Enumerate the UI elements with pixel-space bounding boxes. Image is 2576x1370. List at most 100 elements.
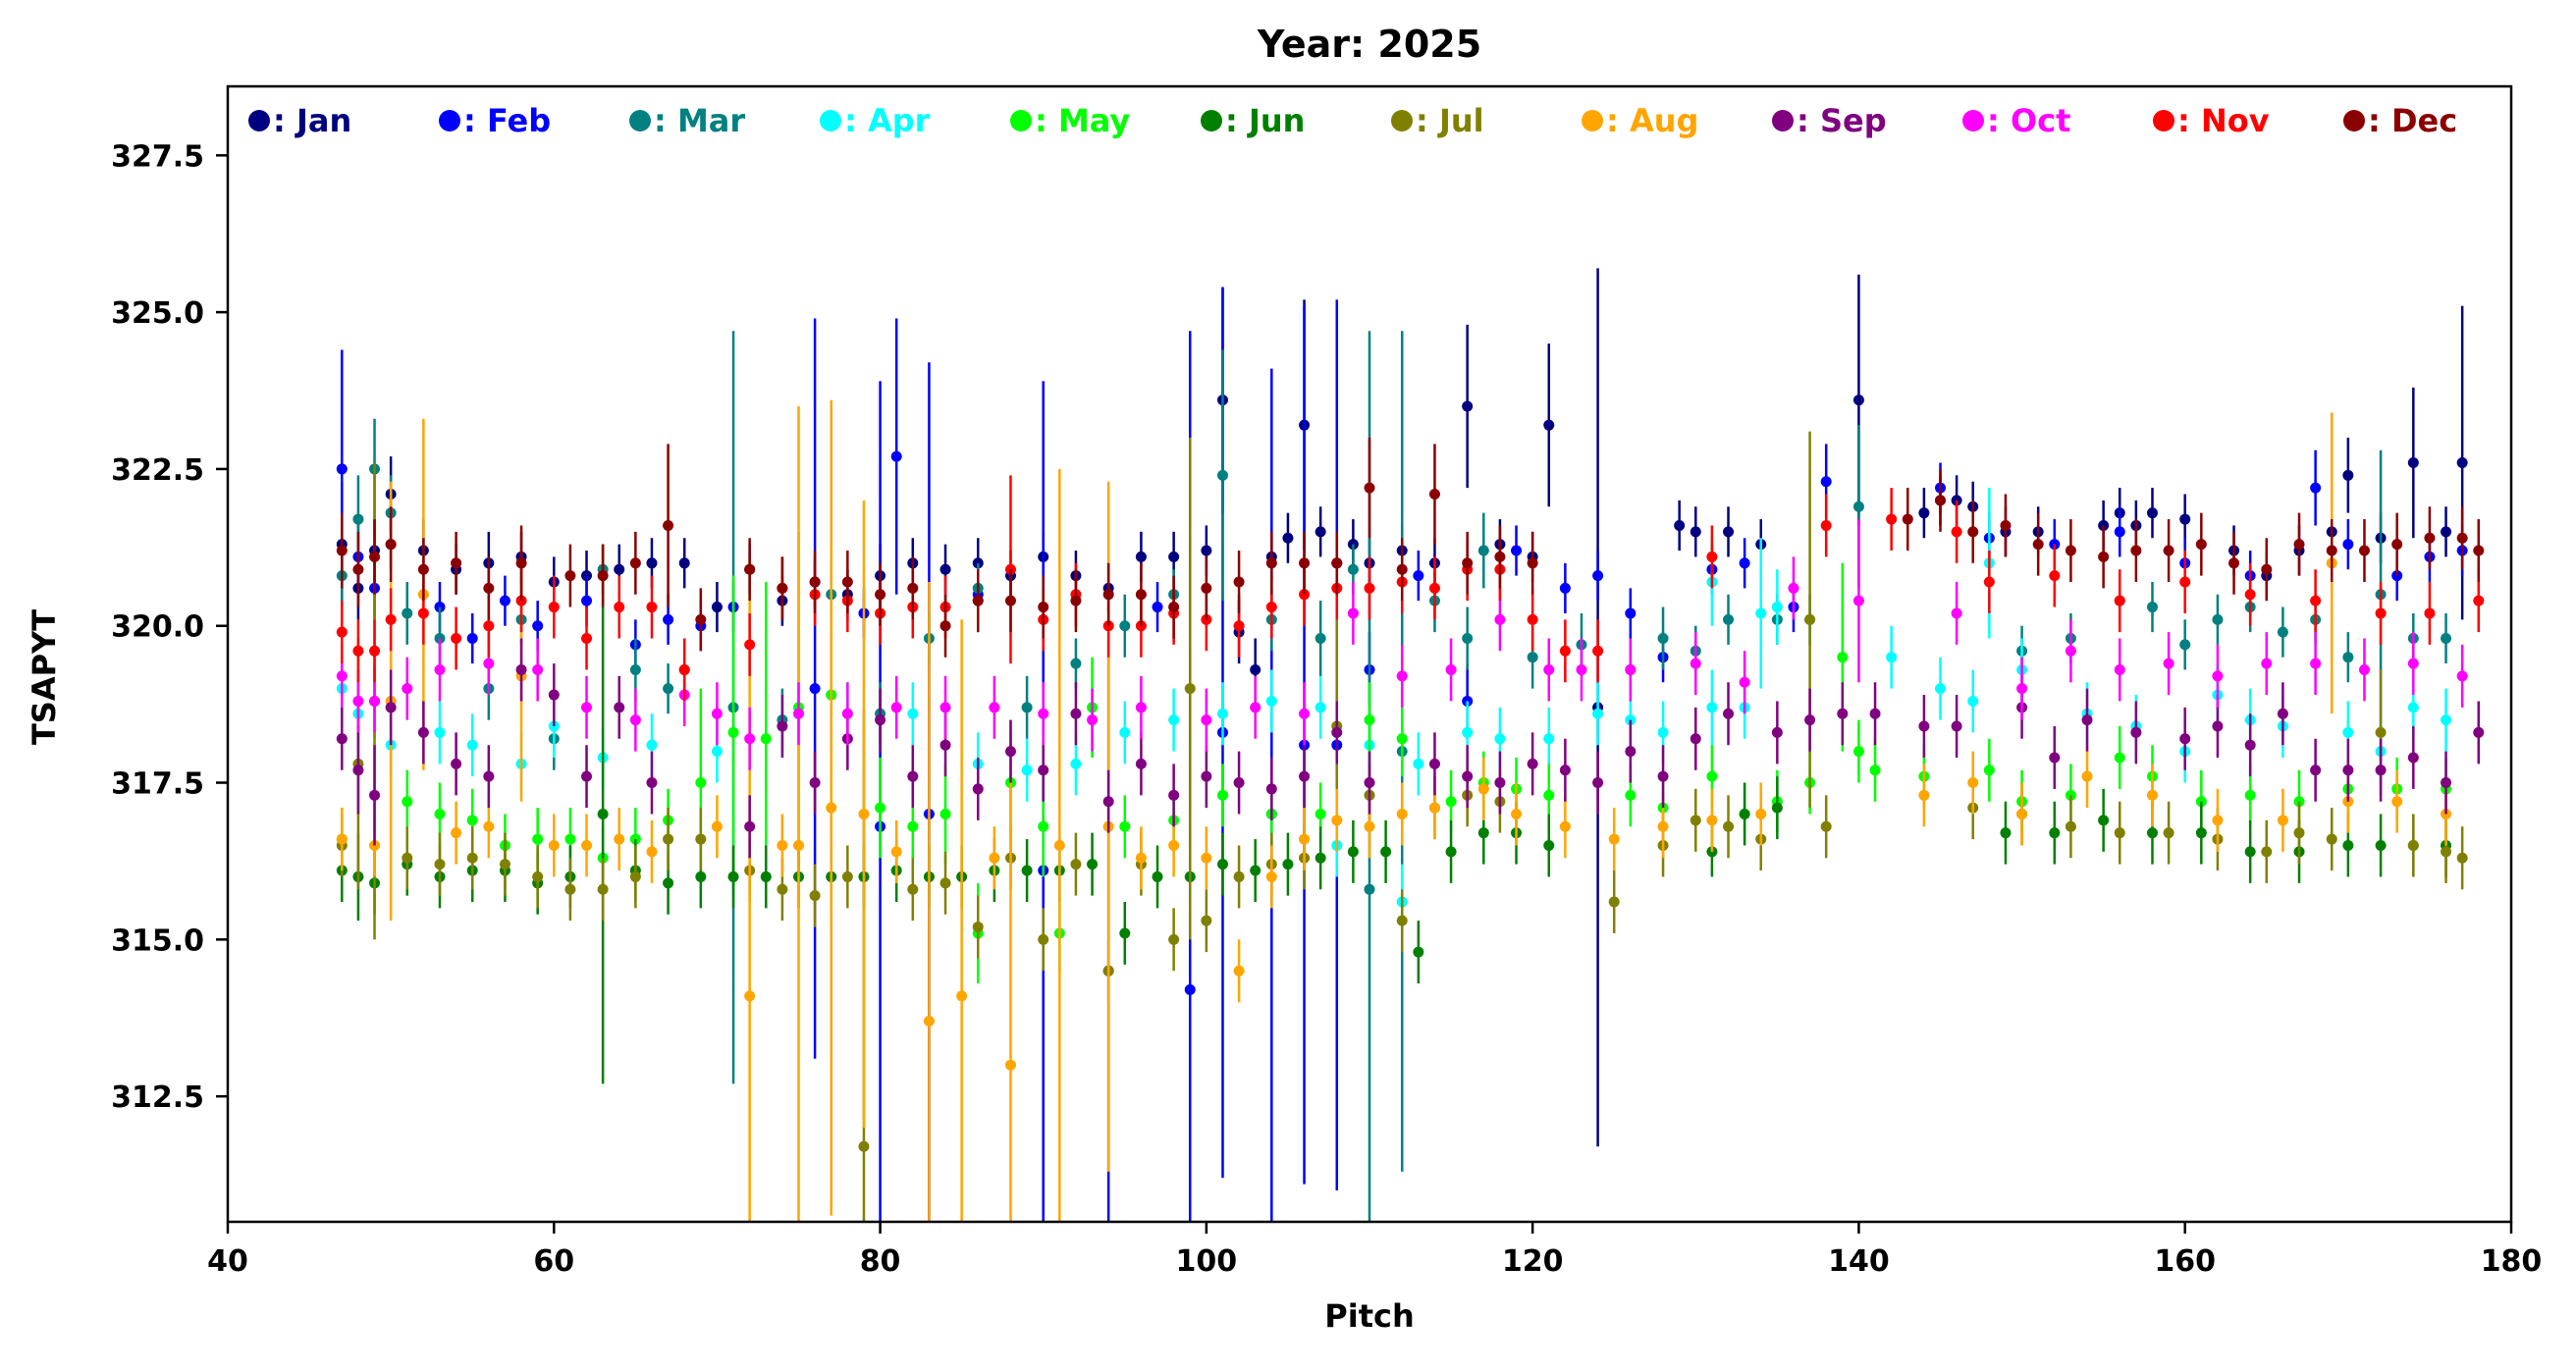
data-point bbox=[336, 733, 348, 745]
data-point bbox=[1462, 770, 1474, 782]
data-point bbox=[1331, 815, 1343, 826]
data-point bbox=[1233, 870, 1245, 882]
data-point bbox=[2326, 833, 2337, 845]
data-point bbox=[1935, 683, 1946, 695]
data-point bbox=[2310, 764, 2322, 776]
data-point bbox=[1364, 482, 1375, 494]
data-point bbox=[1935, 495, 1946, 506]
data-point bbox=[1527, 613, 1538, 625]
data-point bbox=[1299, 770, 1311, 782]
data-point bbox=[581, 633, 593, 645]
data-point bbox=[1265, 695, 1277, 707]
data-point bbox=[466, 633, 478, 645]
data-point bbox=[678, 557, 690, 569]
data-point bbox=[1543, 733, 1555, 745]
data-point bbox=[1021, 764, 1033, 776]
data-point bbox=[663, 683, 674, 695]
data-point bbox=[1918, 720, 1930, 732]
data-point bbox=[1216, 469, 1228, 481]
data-point bbox=[890, 846, 902, 858]
data-point bbox=[1804, 714, 1816, 726]
data-point bbox=[711, 602, 723, 613]
y-tick-label: 327.5 bbox=[111, 139, 204, 174]
data-point bbox=[646, 602, 658, 613]
data-point bbox=[1265, 602, 1277, 613]
data-point bbox=[646, 739, 658, 751]
data-point bbox=[1608, 833, 1620, 845]
data-point bbox=[1396, 670, 1408, 682]
data-point bbox=[1983, 764, 1995, 776]
data-point bbox=[2456, 532, 2468, 544]
data-point bbox=[2244, 789, 2256, 801]
legend-label: : Jun bbox=[1225, 102, 1305, 139]
data-point bbox=[2000, 519, 2012, 531]
data-point bbox=[2375, 839, 2387, 851]
data-point bbox=[2244, 589, 2256, 601]
data-point bbox=[1592, 777, 1604, 789]
data-point bbox=[1184, 983, 1196, 995]
data-point bbox=[614, 702, 625, 713]
data-point bbox=[1038, 708, 1049, 719]
data-point bbox=[1070, 758, 1082, 769]
data-point bbox=[1543, 663, 1555, 675]
data-point bbox=[1347, 607, 1359, 619]
data-point bbox=[1201, 915, 1212, 926]
data-layer bbox=[336, 268, 2485, 1222]
ticks-layer: 40 60 80 100 120 140 160 180 312.5 315.0 317.5 320.… bbox=[111, 139, 2542, 1279]
data-point bbox=[2342, 726, 2354, 738]
data-point bbox=[2441, 526, 2452, 538]
data-point bbox=[1135, 589, 1147, 601]
data-point bbox=[483, 820, 495, 832]
data-point bbox=[2130, 545, 2142, 556]
data-point bbox=[1233, 965, 1245, 976]
data-point bbox=[1265, 557, 1277, 569]
data-point bbox=[1674, 519, 1686, 531]
data-point bbox=[2179, 639, 2191, 651]
data-point bbox=[1445, 796, 1457, 808]
data-point bbox=[2310, 595, 2322, 606]
data-point bbox=[1331, 557, 1343, 569]
legend: : Jan: Feb: Mar: Apr: May: Jun: Jul: Aug… bbox=[248, 102, 2457, 139]
data-point bbox=[1543, 789, 1555, 801]
data-point bbox=[695, 833, 707, 845]
data-point bbox=[417, 607, 429, 619]
y-tick-label: 312.5 bbox=[111, 1080, 204, 1115]
data-point bbox=[1413, 758, 1424, 769]
data-point bbox=[1527, 758, 1538, 769]
data-point bbox=[1445, 846, 1457, 858]
legend-marker bbox=[248, 110, 270, 132]
data-point bbox=[793, 708, 804, 719]
data-point bbox=[1152, 870, 1163, 882]
data-point bbox=[2277, 815, 2288, 826]
data-point bbox=[1576, 663, 1587, 675]
data-point bbox=[352, 764, 364, 776]
data-point bbox=[1625, 663, 1637, 675]
data-point bbox=[1462, 400, 1474, 412]
data-point bbox=[1315, 852, 1326, 864]
data-point bbox=[336, 463, 348, 475]
legend-label: : Mar bbox=[654, 102, 745, 139]
data-point bbox=[1918, 789, 1930, 801]
data-point bbox=[1282, 859, 1294, 870]
data-point bbox=[1723, 526, 1735, 538]
data-point bbox=[2358, 663, 2370, 675]
data-point bbox=[1315, 702, 1326, 713]
legend-label: : Apr bbox=[844, 102, 931, 139]
data-point bbox=[417, 563, 429, 575]
data-point bbox=[2114, 595, 2125, 606]
data-point bbox=[1804, 613, 1816, 625]
data-point bbox=[1201, 852, 1212, 864]
data-point bbox=[646, 777, 658, 789]
data-point bbox=[777, 883, 788, 895]
data-point bbox=[2130, 726, 2142, 738]
data-point bbox=[2375, 764, 2387, 776]
data-point bbox=[2081, 770, 2093, 782]
data-point bbox=[1413, 570, 1424, 582]
data-point bbox=[841, 870, 853, 882]
data-point bbox=[1087, 859, 1099, 870]
data-point bbox=[744, 820, 756, 832]
legend-item: : Apr bbox=[820, 102, 931, 139]
data-point bbox=[1477, 783, 1489, 795]
data-point bbox=[1135, 551, 1147, 562]
